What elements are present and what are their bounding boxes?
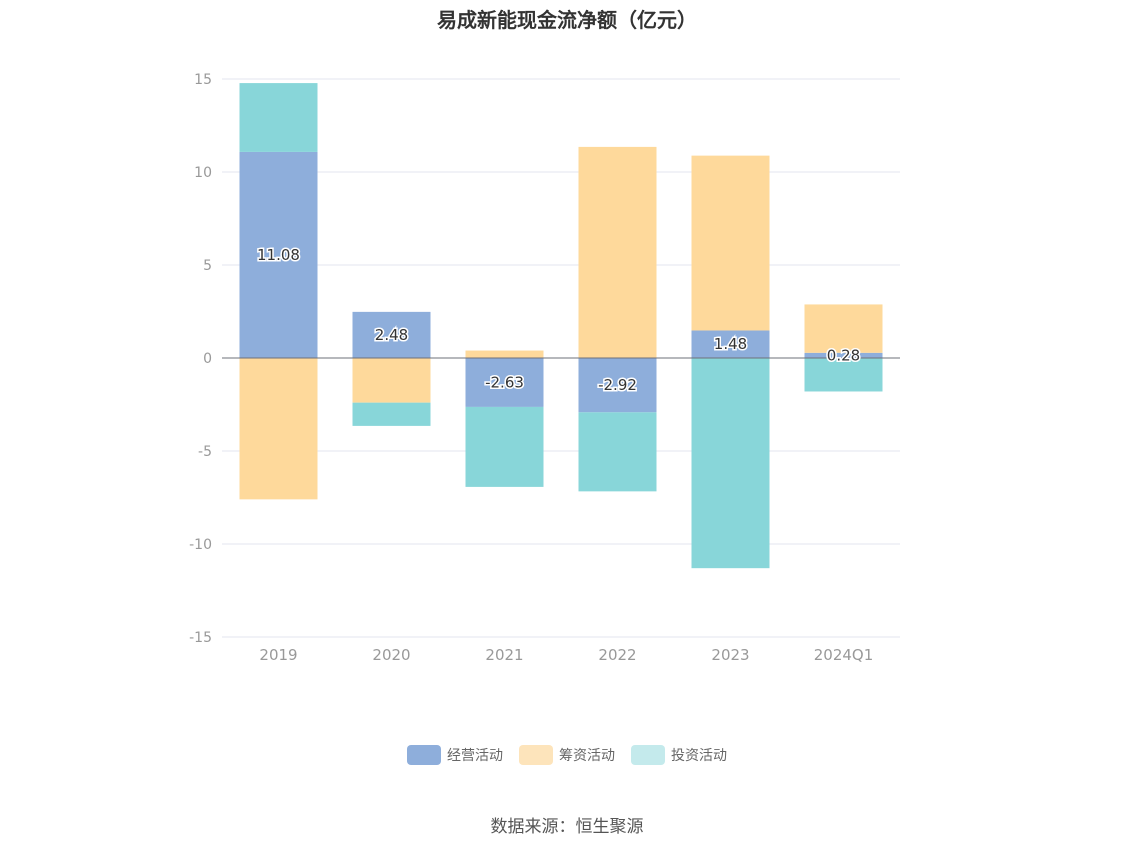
y-tick-label: 15 xyxy=(194,72,212,88)
legend-item-financing[interactable]: 筹资活动 xyxy=(519,745,615,765)
data-label-2020: 2.48 xyxy=(375,326,408,344)
bar-2023-series-2[interactable] xyxy=(691,358,770,569)
x-tick-label: 2021 xyxy=(485,646,523,664)
legend: 经营活动 筹资活动 投资活动 xyxy=(0,745,1134,765)
chart-title: 易成新能现金流净额（亿元） xyxy=(437,8,697,32)
bar-2020-series-1[interactable] xyxy=(352,358,431,403)
stacked-bar-chart: 15 10 5 0 -5 -10 -15 11.08 2.48 -2.63 -2.92 1.48 0.… xyxy=(189,72,900,664)
bar-2024Q1-series-0[interactable] xyxy=(804,352,883,358)
bar-2020-series-2[interactable] xyxy=(352,402,431,426)
bar-2021-series-0[interactable] xyxy=(465,358,544,407)
bar-2022-series-0[interactable] xyxy=(578,358,657,413)
data-label-2022: -2.92 xyxy=(598,376,637,394)
y-tick-label: 10 xyxy=(194,165,212,181)
bar-2021-series-2[interactable] xyxy=(465,406,544,487)
x-tick-label: 2024Q1 xyxy=(814,646,874,664)
bars xyxy=(239,83,883,569)
y-tick-label: -5 xyxy=(198,444,212,460)
x-tick-label: 2019 xyxy=(259,646,297,664)
bar-2024Q1-series-2[interactable] xyxy=(804,358,883,392)
data-label-2019: 11.08 xyxy=(257,246,300,264)
data-labels: 11.08 2.48 -2.63 -2.92 1.48 0.28 xyxy=(256,244,862,395)
bar-2019-series-1[interactable] xyxy=(239,358,318,500)
legend-label-investing: 投资活动 xyxy=(671,748,727,764)
x-tick-label: 2020 xyxy=(372,646,410,664)
legend-label-operating: 经营活动 xyxy=(447,748,503,764)
data-label-2023: 1.48 xyxy=(714,335,747,353)
bar-2019-series-2[interactable] xyxy=(239,83,318,152)
legend-swatch-financing xyxy=(519,745,553,765)
x-axis-ticks: 2019 2020 2021 2022 2023 2024Q1 xyxy=(259,646,873,664)
legend-swatch-investing xyxy=(631,745,665,765)
legend-label-financing: 筹资活动 xyxy=(559,748,615,764)
legend-swatch-operating xyxy=(407,745,441,765)
x-tick-label: 2023 xyxy=(711,646,749,664)
bar-2024Q1-series-1[interactable] xyxy=(804,304,883,353)
legend-item-operating[interactable]: 经营活动 xyxy=(407,745,503,765)
y-tick-label: -10 xyxy=(189,537,212,553)
y-tick-label: 5 xyxy=(203,258,212,274)
bar-2019-series-0[interactable] xyxy=(239,151,318,358)
bar-2022-series-1[interactable] xyxy=(578,146,657,358)
bar-2023-series-1[interactable] xyxy=(691,155,770,331)
bar-2023-series-0[interactable] xyxy=(691,330,770,358)
x-tick-label: 2022 xyxy=(598,646,636,664)
bar-2020-series-0[interactable] xyxy=(352,311,431,358)
legend-item-investing[interactable]: 投资活动 xyxy=(631,745,727,765)
data-label-2021: -2.63 xyxy=(485,373,524,391)
y-axis-ticks: 15 10 5 0 -5 -10 -15 xyxy=(189,72,212,646)
data-label-2024Q1: 0.28 xyxy=(827,346,860,364)
source-note: 数据来源：恒生聚源 xyxy=(490,817,644,837)
y-tick-label: 0 xyxy=(203,351,212,367)
bar-2021-series-1[interactable] xyxy=(465,350,544,358)
y-tick-label: -15 xyxy=(189,630,212,646)
bar-2022-series-2[interactable] xyxy=(578,412,657,492)
